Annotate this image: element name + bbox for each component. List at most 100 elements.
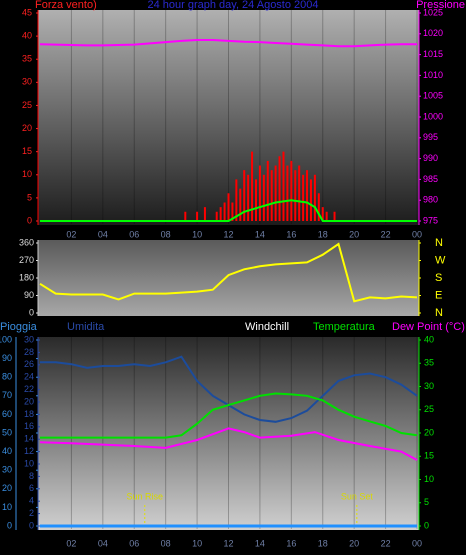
y-tick-label: 1005 [423,91,443,101]
y-tick-label: 90 [2,353,12,363]
y-tick-label: 975 [423,215,438,225]
x-tick-label: 14 [255,229,265,239]
y-tick-label: 990 [423,153,438,163]
series-label: Windchill [245,321,289,333]
x-tick-label: 02 [66,229,76,239]
series-line [39,427,418,461]
x-tick-label: 18 [318,538,328,548]
y-tick-label: 20 [2,483,12,493]
y-tick-label: 0 [29,520,34,530]
x-tick-label: 06 [129,538,139,548]
y-tick-label: 28 [24,347,34,357]
x-tick-label: 02 [66,538,76,548]
y-tick-label: 10 [2,502,12,512]
y-tick-label: 35 [424,358,434,368]
y-tick-label: 25 [22,100,32,110]
y-tick-label: 16 [24,421,34,431]
y-tick-label: 30 [24,334,34,344]
annotation: Sun Rise [127,491,164,501]
y-tick-label: 22 [24,384,34,394]
y-tick-label: 20 [424,427,434,437]
y-tick-label: 25 [424,404,434,414]
y-tick-label: 10 [24,458,34,468]
y-tick-label: 30 [2,465,12,475]
y-tick-label: 15 [424,451,434,461]
y-tick-label: 985 [423,174,438,184]
series-line [40,199,417,222]
y-tick-label: 18 [24,409,34,419]
y-tick-label: 12 [24,446,34,456]
x-tick-label: 18 [318,229,328,239]
y-tick-label: 0 [424,520,429,530]
y-tick-label: 0 [7,520,12,530]
x-tick-label: 20 [349,229,359,239]
x-tick-label: 06 [129,229,139,239]
y-tick-label: 1020 [423,28,443,38]
y-tick-label: 35 [22,54,32,64]
plot-area [38,337,419,530]
y-tick-label: 70 [2,390,12,400]
annotation: Sun Set [341,491,374,501]
series-line [40,392,418,439]
y-tick-label: 60 [2,409,12,419]
y-tick-label: 30 [22,77,32,87]
x-tick-label: 12 [223,229,233,239]
x-tick-label: 22 [381,538,391,548]
y-tick-label: 1015 [423,49,443,59]
y-tick-label: 26 [24,359,34,369]
x-tick-label: 08 [161,229,171,239]
y-tick-label: S [435,272,442,284]
y-tick-label: 2 [29,508,34,518]
x-tick-label: 08 [161,538,171,548]
y-tick-label: 270 [19,255,34,265]
series-line [39,39,417,48]
y-axis-label: Forza vento) [35,0,97,11]
x-tick-label: 00 [412,538,422,548]
y-tick-label: 1010 [423,70,443,80]
y-tick-label: 360 [19,237,34,247]
y-tick-label: 995 [423,132,438,142]
x-tick-label: 10 [192,229,202,239]
x-tick-label: 04 [98,229,108,239]
y-tick-label: 4 [29,496,34,506]
x-tick-label: 00 [412,229,422,239]
y-tick-label: 20 [22,123,32,133]
y-tick-label: 80 [2,372,12,382]
x-tick-label: 12 [223,538,233,548]
y-tick-label: 14 [24,434,34,444]
y-tick-label: N [435,237,443,249]
series-label: Temperatura [313,321,376,333]
y-tick-label: 20 [24,396,34,406]
series-label: Pioggia [0,321,38,333]
x-tick-label: 22 [381,229,391,239]
y-tick-label: 10 [22,169,32,179]
y-tick-label: 50 [2,427,12,437]
y-tick-label: 45 [22,7,32,17]
x-tick-label: 14 [255,538,265,548]
series-label: Dew Point (°C) [392,321,465,333]
y-tick-label: 5 [27,192,32,202]
y-tick-label: E [435,289,442,301]
x-tick-label: 04 [98,538,108,548]
series-line [39,242,418,303]
y-tick-label: W [435,254,446,266]
y-tick-label: 40 [424,334,434,344]
y-tick-label: 0 [27,215,32,225]
x-tick-label: 10 [192,538,202,548]
y-tick-label: 1025 [423,7,443,17]
x-tick-label: 16 [286,538,296,548]
y-tick-label: 40 [2,446,12,456]
y-tick-label: 1000 [423,111,443,121]
y-tick-label: 10 [424,474,434,484]
y-tick-label: 980 [423,195,438,205]
y-tick-label: 24 [24,372,34,382]
chart-title: 24 hour graph day, 24 Agosto 2004 [147,0,318,11]
y2-axis-label: Pressione [416,0,465,11]
y-tick-label: 6 [29,483,34,493]
y-tick-label: 8 [29,471,34,481]
y-tick-label: 15 [22,146,32,156]
y-tick-label: 40 [22,30,32,40]
y-tick-label: 90 [24,290,34,300]
y-tick-label: 5 [424,497,429,507]
